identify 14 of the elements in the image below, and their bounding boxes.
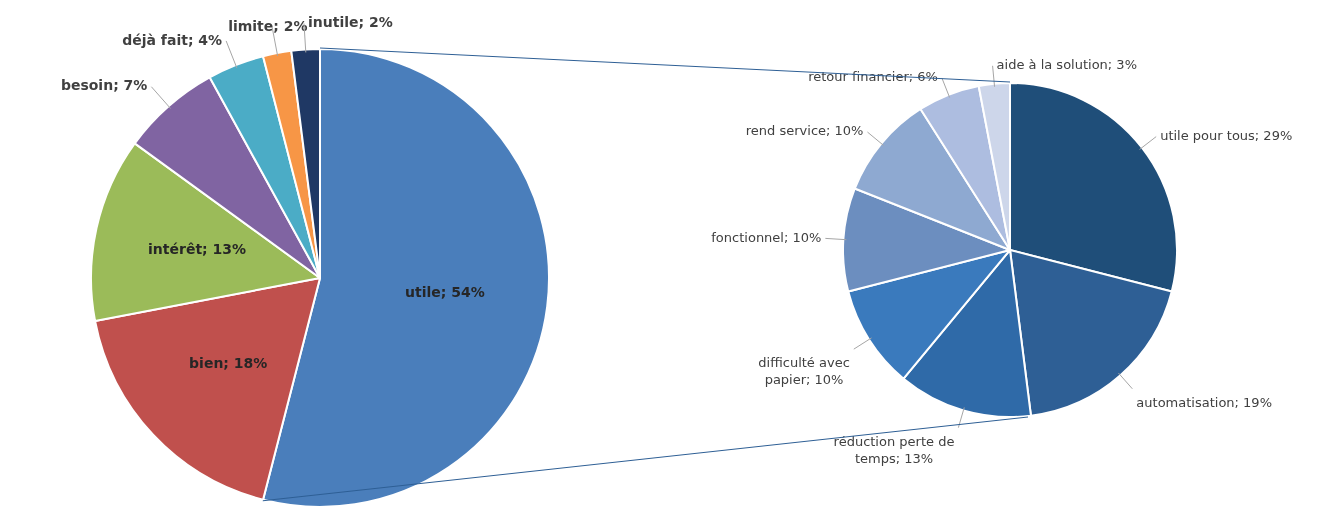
slice-label: utile pour tous; 29% [1160, 127, 1293, 143]
slice-label: inutile; 2% [307, 14, 393, 31]
slice-label: réduction perte de temps; 13% [833, 433, 955, 466]
slice-label: déjà fait; 4% [122, 31, 223, 48]
slice-label: difficulté avec papier; 10% [758, 355, 850, 387]
slice-label: besoin; 7% [60, 77, 148, 94]
slice-label: automatisation; 19% [1136, 394, 1272, 410]
slice-label: rend service; 10% [745, 123, 864, 139]
slice-label: aide à la solution; 3% [996, 57, 1137, 73]
slice-label: intérêt; 13% [148, 241, 247, 258]
slice-label: limite; 2% [228, 18, 308, 35]
slice-label: utile; 54% [405, 284, 485, 301]
slice-label: bien; 18% [189, 354, 268, 371]
slice-label: fonctionnel; 10% [711, 229, 822, 245]
